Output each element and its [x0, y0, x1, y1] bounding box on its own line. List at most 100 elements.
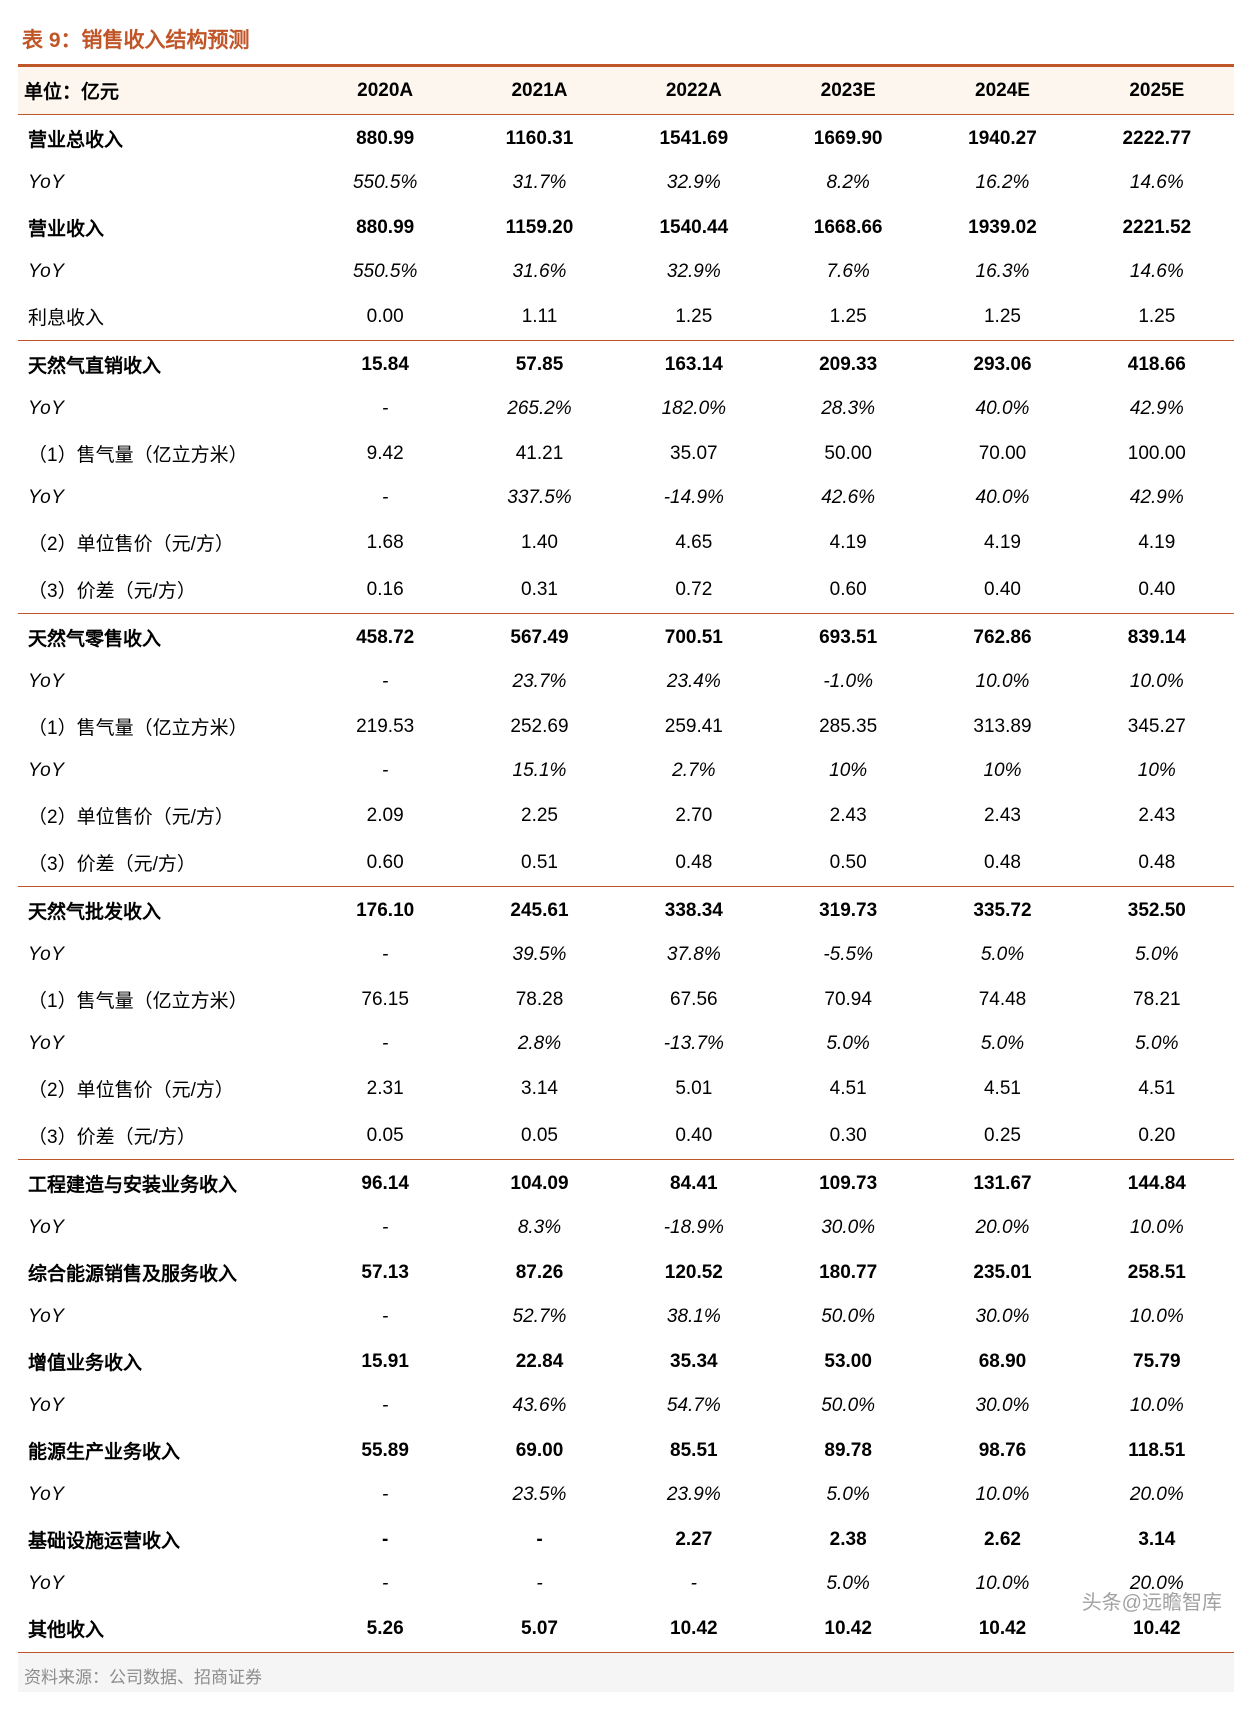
cell-value: 5.01: [617, 1065, 771, 1112]
cell-value: 2.38: [771, 1516, 925, 1563]
table-title: 表 9：销售收入结构预测: [18, 18, 1234, 64]
cell-value: 2.43: [1080, 792, 1234, 839]
cell-value: -: [308, 1023, 462, 1065]
cell-value: 762.86: [925, 614, 1079, 662]
cell-value: 4.19: [771, 519, 925, 566]
table-row: （1）售气量（亿立方米）76.1578.2867.5670.9474.4878.…: [18, 976, 1234, 1023]
cell-value: 120.52: [617, 1249, 771, 1296]
cell-value: 0.72: [617, 566, 771, 614]
cell-value: 5.0%: [1080, 934, 1234, 976]
cell-value: 0.51: [462, 839, 616, 887]
cell-value: 3.14: [1080, 1516, 1234, 1563]
cell-value: 5.0%: [925, 934, 1079, 976]
row-label: （1）售气量（亿立方米）: [18, 703, 308, 750]
row-label: （3）价差（元/方）: [18, 839, 308, 887]
cell-value: 0.60: [308, 839, 462, 887]
cell-value: 70.00: [925, 430, 1079, 477]
cell-value: 335.72: [925, 887, 1079, 935]
cell-value: 5.07: [462, 1605, 616, 1653]
cell-value: 1540.44: [617, 204, 771, 251]
table-body: 营业总收入880.991160.311541.691669.901940.272…: [18, 115, 1234, 1653]
row-label: YoY: [18, 750, 308, 792]
cell-value: 1.25: [1080, 293, 1234, 341]
cell-value: 30.0%: [925, 1385, 1079, 1427]
row-label: YoY: [18, 388, 308, 430]
cell-value: 74.48: [925, 976, 1079, 1023]
cell-value: 2.25: [462, 792, 616, 839]
table-row: YoY-8.3%-18.9%30.0%20.0%10.0%: [18, 1207, 1234, 1249]
cell-value: 2.09: [308, 792, 462, 839]
table-header-row: 单位：亿元 2020A 2021A 2022A 2023E 2024E 2025…: [18, 66, 1234, 115]
cell-value: 23.5%: [462, 1474, 616, 1516]
cell-value: 10.42: [617, 1605, 771, 1653]
cell-value: 14.6%: [1080, 251, 1234, 293]
cell-value: 5.0%: [1080, 1023, 1234, 1065]
cell-value: 10%: [1080, 750, 1234, 792]
cell-value: 5.0%: [771, 1474, 925, 1516]
cell-value: 31.7%: [462, 162, 616, 204]
table-row: YoY-2.8%-13.7%5.0%5.0%5.0%: [18, 1023, 1234, 1065]
cell-value: 1669.90: [771, 115, 925, 163]
row-label: （3）价差（元/方）: [18, 1112, 308, 1160]
row-label: YoY: [18, 1023, 308, 1065]
row-label: （1）售气量（亿立方米）: [18, 976, 308, 1023]
cell-value: 30.0%: [925, 1296, 1079, 1338]
table-row: 能源生产业务收入55.8969.0085.5189.7898.76118.51: [18, 1427, 1234, 1474]
table-row: YoY-23.5%23.9%5.0%10.0%20.0%: [18, 1474, 1234, 1516]
cell-value: 5.0%: [771, 1563, 925, 1605]
cell-value: 245.61: [462, 887, 616, 935]
cell-value: 880.99: [308, 115, 462, 163]
cell-value: -: [308, 750, 462, 792]
cell-value: 1.11: [462, 293, 616, 341]
cell-value: 1668.66: [771, 204, 925, 251]
cell-value: 37.8%: [617, 934, 771, 976]
row-label: 天然气直销收入: [18, 341, 308, 389]
cell-value: 839.14: [1080, 614, 1234, 662]
cell-value: 68.90: [925, 1338, 1079, 1385]
cell-value: 10.0%: [1080, 661, 1234, 703]
cell-value: 15.91: [308, 1338, 462, 1385]
cell-value: 418.66: [1080, 341, 1234, 389]
revenue-forecast-table: 单位：亿元 2020A 2021A 2022A 2023E 2024E 2025…: [18, 64, 1234, 1653]
col-header: 2022A: [617, 66, 771, 115]
cell-value: 16.3%: [925, 251, 1079, 293]
cell-value: -1.0%: [771, 661, 925, 703]
cell-value: -5.5%: [771, 934, 925, 976]
cell-value: 1.68: [308, 519, 462, 566]
cell-value: 75.79: [1080, 1338, 1234, 1385]
cell-value: 0.25: [925, 1112, 1079, 1160]
cell-value: 55.89: [308, 1427, 462, 1474]
cell-value: 28.3%: [771, 388, 925, 430]
table-row: YoY550.5%31.6%32.9%7.6%16.3%14.6%: [18, 251, 1234, 293]
cell-value: 319.73: [771, 887, 925, 935]
row-label: YoY: [18, 661, 308, 703]
cell-value: 1.25: [617, 293, 771, 341]
table-row: 天然气批发收入176.10245.61338.34319.73335.72352…: [18, 887, 1234, 935]
cell-value: 0.05: [462, 1112, 616, 1160]
cell-value: 10%: [925, 750, 1079, 792]
cell-value: 252.69: [462, 703, 616, 750]
cell-value: 352.50: [1080, 887, 1234, 935]
cell-value: 32.9%: [617, 162, 771, 204]
cell-value: 458.72: [308, 614, 462, 662]
col-header: 2024E: [925, 66, 1079, 115]
table-row: YoY-23.7%23.4%-1.0%10.0%10.0%: [18, 661, 1234, 703]
cell-value: 14.6%: [1080, 162, 1234, 204]
cell-value: -: [308, 934, 462, 976]
table-row: 营业总收入880.991160.311541.691669.901940.272…: [18, 115, 1234, 163]
row-label: 天然气批发收入: [18, 887, 308, 935]
cell-value: 4.51: [925, 1065, 1079, 1112]
cell-value: 0.40: [617, 1112, 771, 1160]
cell-value: 67.56: [617, 976, 771, 1023]
cell-value: -18.9%: [617, 1207, 771, 1249]
row-label: 利息收入: [18, 293, 308, 341]
cell-value: 550.5%: [308, 162, 462, 204]
cell-value: 30.0%: [771, 1207, 925, 1249]
table-row: YoY-39.5%37.8%-5.5%5.0%5.0%: [18, 934, 1234, 976]
row-label: （3）价差（元/方）: [18, 566, 308, 614]
cell-value: 53.00: [771, 1338, 925, 1385]
cell-value: 10.42: [1080, 1605, 1234, 1653]
cell-value: 42.9%: [1080, 388, 1234, 430]
cell-value: 2.27: [617, 1516, 771, 1563]
cell-value: -: [462, 1563, 616, 1605]
